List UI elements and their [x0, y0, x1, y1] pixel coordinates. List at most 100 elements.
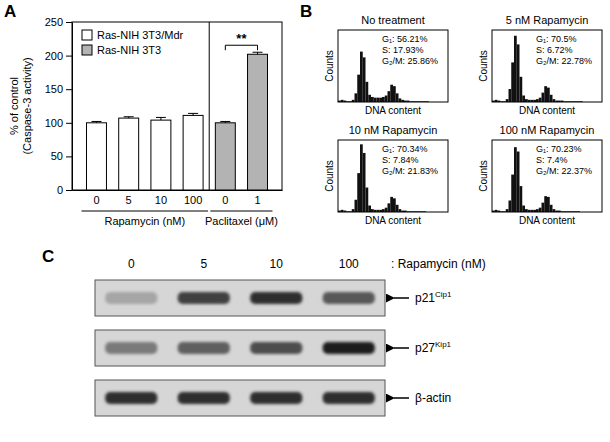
blot-strip [95, 280, 385, 316]
significance-label: ** [236, 31, 247, 46]
blot-band [250, 392, 302, 404]
y-axis-title: % of control [8, 77, 20, 135]
y-axis-title: Counts [478, 50, 489, 82]
histogram-bar [511, 175, 514, 212]
histogram-panel: BNo treatmentDNA contentCountsG₁: 56.21%… [300, 2, 448, 116]
histogram-bar [544, 196, 547, 212]
y-axis: 050100150200250 [45, 16, 73, 196]
y-tick-label: 50 [51, 150, 63, 162]
x-axis-title: DNA content [365, 215, 421, 226]
histogram-bar [509, 89, 512, 102]
lane-label: 5 [200, 257, 207, 271]
band-label: β-actin [415, 391, 451, 405]
blot-band [323, 342, 375, 354]
histogram-bar [520, 77, 523, 102]
y-axis-title: Counts [324, 160, 335, 192]
histogram-bar [385, 208, 388, 212]
phase-annotation: G₁: 56.21% [382, 34, 428, 44]
x-tick: 0 [222, 190, 228, 206]
y-tick-mark [66, 156, 72, 157]
error-cap [156, 117, 166, 118]
histogram-bar [385, 96, 388, 102]
y-tick-mark [66, 89, 72, 90]
x-group-bracket [82, 211, 209, 212]
x-tick-label: 10 [155, 194, 167, 206]
x-group-label: Rapamycin (nM) [104, 215, 185, 227]
y-tick: 0 [57, 184, 72, 196]
histogram-bars [338, 144, 426, 212]
phase-annotation: G₂/M: 22.78% [536, 56, 592, 66]
phase-annotation: S: 7.84% [382, 155, 419, 165]
y-tick: 100 [45, 117, 72, 129]
histogram-bar [539, 98, 542, 102]
y-axis-title: (Caspase-3 activity) [21, 57, 33, 154]
panel-label: B [300, 2, 312, 21]
lane-title: : Rapamycin (nM) [391, 257, 486, 271]
histogram-bar [542, 93, 545, 102]
histogram-panel: 10 nM RapamycinDNA contentCountsG₁: 70.3… [324, 124, 448, 226]
band-label: p27Kip1 [415, 340, 452, 355]
phase-annotation: G₂/M: 22.37% [536, 166, 592, 176]
plot-frame [72, 22, 282, 190]
histogram-bar [357, 75, 360, 102]
histogram-bar [368, 206, 371, 212]
histogram-bar [388, 203, 391, 212]
x-tick-label: 0 [93, 194, 99, 206]
band-arrow [394, 347, 409, 349]
blot-band [105, 342, 157, 354]
band-label-sup: Kip1 [435, 340, 452, 349]
histogram-bar [388, 91, 391, 102]
histogram-bar [396, 205, 399, 212]
lane-label: 0 [128, 257, 135, 271]
legend-swatch [82, 30, 92, 40]
x-axis: 0 5 10 100 0 1 [73, 190, 283, 206]
histogram-bar [360, 144, 363, 212]
x-group-label: Paclitaxel (μM) [205, 215, 278, 227]
y-tick-mark [66, 190, 72, 191]
group-divider [209, 22, 210, 190]
plot-frame [492, 140, 602, 212]
histogram-bar [542, 203, 545, 212]
error-cap [253, 52, 263, 53]
error-cap [124, 116, 134, 117]
figure-svg: A050100150200250% of control(Caspase-3 a… [0, 0, 610, 442]
bar [248, 54, 268, 190]
phase-annotation: G₁: 70.23% [536, 144, 582, 154]
histogram-bar [520, 186, 523, 212]
band-label: p21Cip1 [415, 290, 452, 305]
x-tick-label: 100 [184, 194, 202, 206]
histogram-bar [374, 98, 377, 102]
blot-strip [95, 330, 385, 366]
y-axis-line [72, 23, 73, 191]
histogram-bar [366, 188, 369, 212]
histogram-bar [547, 88, 550, 102]
phase-annotation: S: 7.4% [536, 155, 568, 165]
histogram-bar [517, 152, 520, 212]
phase-annotation: S: 6.72% [536, 45, 573, 55]
x-tick: 100 [184, 190, 202, 206]
histogram-bar [393, 86, 396, 102]
phase-annotation: G₂/M: 21.83% [382, 166, 438, 176]
histogram-bar [390, 85, 393, 102]
x-tick-label: 1 [254, 194, 260, 206]
y-tick-mark [66, 56, 72, 57]
band-label-main: p21 [415, 291, 435, 305]
blot-band [323, 292, 375, 304]
bar [119, 118, 139, 190]
histogram-bar [366, 82, 369, 102]
histogram-panel: 5 nM RapamycinDNA contentCountsG₁: 70.5%… [478, 14, 602, 116]
x-tick-label: 5 [126, 194, 132, 206]
y-tick-label: 150 [45, 83, 63, 95]
bar [215, 123, 235, 190]
legend: Ras-NIH 3T3/MdrRas-NIH 3T3 [82, 29, 184, 56]
y-tick: 150 [45, 83, 72, 95]
y-tick-label: 100 [45, 117, 63, 129]
blot-band [178, 292, 230, 304]
histogram-bar [547, 197, 550, 212]
blot-band [178, 392, 230, 404]
x-tick-label: 0 [222, 194, 228, 206]
panel-a: A050100150200250% of control(Caspase-3 a… [4, 2, 283, 227]
y-tick: 250 [45, 16, 72, 28]
histogram-bar [363, 57, 366, 102]
y-tick-mark [66, 22, 72, 23]
